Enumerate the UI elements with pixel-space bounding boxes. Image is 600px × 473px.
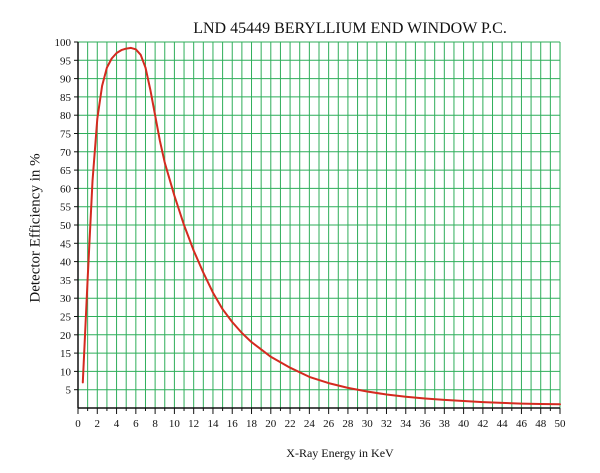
x-tick-label: 50 bbox=[555, 418, 567, 430]
y-tick-label: 60 bbox=[60, 183, 72, 195]
x-tick-label: 40 bbox=[458, 418, 470, 430]
x-tick-label: 38 bbox=[439, 418, 451, 430]
y-tick-label: 45 bbox=[60, 238, 72, 250]
y-tick-label: 65 bbox=[60, 165, 72, 177]
x-tick-label: 46 bbox=[516, 418, 528, 430]
y-tick-label: 75 bbox=[60, 129, 72, 141]
y-tick-label: 95 bbox=[60, 55, 72, 67]
x-tick-label: 14 bbox=[207, 418, 219, 430]
x-tick-label: 0 bbox=[75, 418, 81, 430]
x-tick-label: 48 bbox=[535, 418, 547, 430]
x-tick-label: 16 bbox=[227, 418, 239, 430]
y-tick-label: 85 bbox=[60, 92, 72, 104]
y-tick-label: 90 bbox=[60, 74, 72, 86]
x-tick-label: 26 bbox=[323, 418, 335, 430]
x-tick-label: 28 bbox=[342, 418, 354, 430]
x-tick-label: 42 bbox=[477, 418, 488, 430]
x-tick-label: 4 bbox=[114, 418, 120, 430]
x-tick-label: 44 bbox=[497, 418, 509, 430]
x-tick-label: 2 bbox=[95, 418, 101, 430]
x-tick-label: 36 bbox=[420, 418, 432, 430]
x-tick-label: 10 bbox=[169, 418, 181, 430]
y-tick-label: 25 bbox=[60, 312, 72, 324]
x-tick-label: 22 bbox=[285, 418, 296, 430]
efficiency-curve bbox=[81, 46, 561, 406]
x-tick-label: 30 bbox=[362, 418, 374, 430]
x-tick-label: 34 bbox=[400, 418, 412, 430]
y-tick-label: 20 bbox=[60, 330, 72, 342]
x-tick-label: 12 bbox=[188, 418, 199, 430]
y-tick-label: 10 bbox=[60, 366, 72, 378]
x-tick-label: 6 bbox=[133, 418, 139, 430]
x-tick-label: 18 bbox=[246, 418, 258, 430]
y-tick-label: 30 bbox=[60, 293, 72, 305]
x-axis-label: X-Ray Energy in KeV bbox=[286, 446, 394, 460]
y-tick-label: 5 bbox=[66, 385, 72, 397]
x-tick-label: 20 bbox=[265, 418, 277, 430]
y-tick-label: 50 bbox=[60, 220, 72, 232]
y-tick-label: 70 bbox=[60, 147, 72, 159]
x-tick-label: 24 bbox=[304, 418, 316, 430]
x-tick-label: 8 bbox=[152, 418, 158, 430]
y-tick-label: 15 bbox=[60, 348, 72, 360]
y-tick-label: 35 bbox=[60, 275, 72, 287]
x-tick-label: 32 bbox=[381, 418, 392, 430]
chart-title: LND 45449 BERYLLIUM END WINDOW P.C. bbox=[193, 20, 507, 37]
y-tick-label: 100 bbox=[55, 37, 72, 49]
y-tick-label: 80 bbox=[60, 110, 72, 122]
y-tick-label: 55 bbox=[60, 202, 72, 214]
y-tick-label: 40 bbox=[60, 257, 72, 269]
